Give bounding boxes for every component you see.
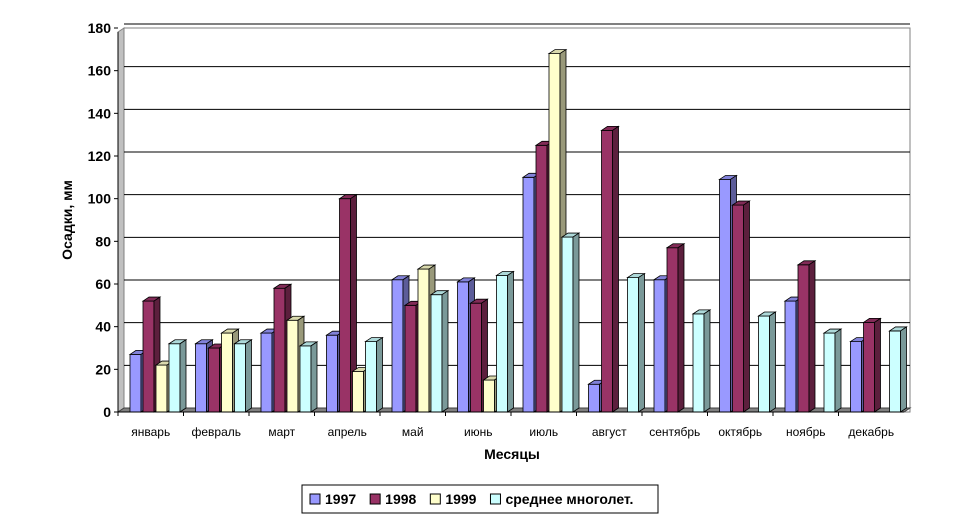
y-tick-label: 160	[88, 63, 112, 79]
y-axis: 0 20 40 60 80 100 120 140 160 180	[88, 20, 119, 420]
bar	[429, 289, 450, 413]
x-tick-label: декабрь	[848, 425, 894, 439]
x-tick-label: апрель	[328, 425, 367, 439]
bar	[560, 232, 581, 413]
bar	[167, 338, 188, 413]
x-tick-label: июнь	[464, 425, 493, 439]
x-tick-label: март	[268, 425, 295, 439]
y-tick-label: 100	[88, 191, 112, 207]
legend-label: среднее многолет.	[505, 491, 633, 507]
x-tick-label: октябрь	[718, 425, 762, 439]
plot-back-wall	[123, 27, 911, 413]
bar	[338, 193, 358, 413]
legend: 1997 1998 1999 среднее многолет.	[301, 484, 659, 514]
legend-item: среднее многолет.	[489, 491, 633, 507]
legend-item: 1997	[309, 491, 356, 507]
legend-label: 1997	[325, 491, 356, 507]
legend-swatch	[369, 493, 381, 505]
x-tick-label: май	[402, 425, 424, 439]
x-axis: январь февраль март апрель май июнь июль август…	[117, 411, 904, 439]
bar	[665, 242, 686, 413]
bar	[822, 328, 843, 413]
legend-label: 1999	[445, 491, 476, 507]
y-tick-label: 40	[95, 319, 111, 335]
legend-item: 1998	[369, 491, 417, 507]
bar	[626, 272, 646, 413]
x-tick-label: ноябрь	[786, 425, 826, 439]
bar	[862, 317, 882, 413]
y-tick-label: 20	[95, 361, 111, 377]
legend-label: 1998	[385, 491, 416, 507]
bar	[731, 200, 751, 413]
bar	[691, 309, 712, 413]
bar	[757, 311, 777, 413]
bar	[364, 336, 384, 413]
legend-swatch	[429, 493, 441, 505]
legend-swatch	[309, 493, 321, 505]
bar	[600, 125, 620, 413]
bar	[888, 326, 908, 413]
legend-box	[301, 484, 659, 514]
x-tick-label: август	[592, 425, 627, 439]
x-tick-label: февраль	[191, 425, 241, 439]
x-tick-label: январь	[131, 425, 170, 439]
y-tick-label: 80	[95, 233, 111, 249]
gridlines	[124, 23, 910, 366]
legend-item: 1999	[429, 491, 477, 507]
y-tick-label: 120	[88, 148, 112, 164]
x-axis-title: Месяцы	[484, 446, 540, 462]
y-tick-label: 140	[88, 105, 112, 121]
y-tick-label: 180	[88, 20, 112, 36]
y-tick-label: 0	[103, 404, 111, 420]
legend-swatch	[489, 493, 501, 505]
y-axis-title: Осадки, мм	[59, 180, 75, 260]
bar	[495, 270, 515, 413]
x-tick-label: сентябрь	[649, 425, 700, 439]
bar	[796, 260, 817, 413]
x-tick-label: июль	[529, 425, 558, 439]
plot-side-wall	[117, 27, 125, 413]
bar	[298, 341, 319, 413]
bar	[233, 338, 253, 413]
plot-area	[117, 27, 911, 413]
y-tick-label: 60	[95, 276, 111, 292]
